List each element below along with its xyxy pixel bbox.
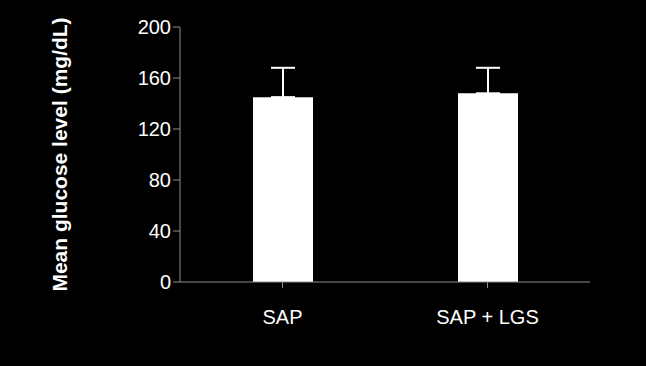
svg-text:Mean glucose level (mg/dL): Mean glucose level (mg/dL) <box>48 17 71 291</box>
svg-text:40: 40 <box>149 220 171 242</box>
svg-text:200: 200 <box>138 16 171 38</box>
svg-text:SAP: SAP <box>262 306 302 328</box>
svg-text:0: 0 <box>160 271 171 293</box>
svg-text:SAP + LGS: SAP + LGS <box>436 306 538 328</box>
svg-text:160: 160 <box>138 67 171 89</box>
svg-text:120: 120 <box>138 118 171 140</box>
svg-text:80: 80 <box>149 169 171 191</box>
